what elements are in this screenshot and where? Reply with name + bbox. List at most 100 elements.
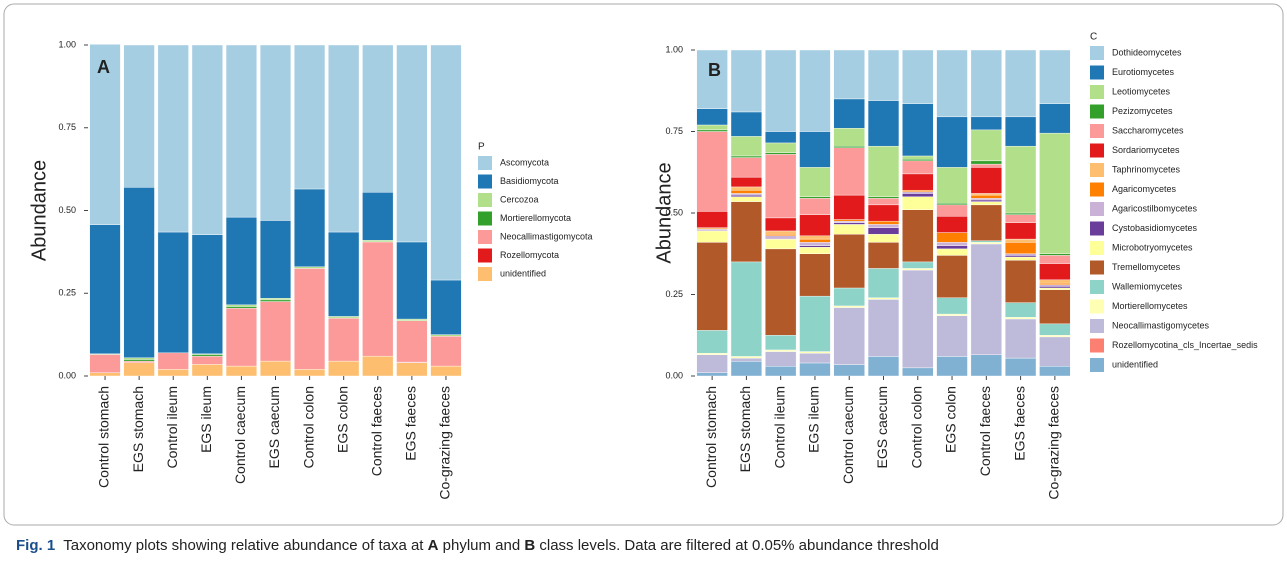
bar-segment — [123, 357, 155, 360]
bar-segment — [799, 352, 831, 364]
bar-segment — [867, 356, 900, 377]
legend-label: Pezizomycetes — [1112, 106, 1173, 116]
caption-text: phylum and — [438, 537, 525, 554]
bar-segment — [902, 191, 934, 194]
bar-segment — [1039, 336, 1071, 367]
y-tick-label: 0.75 — [58, 122, 76, 132]
legend-label: Mortierellomycota — [500, 213, 571, 223]
legend-swatch — [478, 211, 492, 226]
bar-segment — [799, 198, 831, 215]
legend-swatch — [1090, 85, 1104, 99]
bar-segment — [1039, 279, 1071, 284]
bar-segment — [970, 167, 1002, 194]
bar-segment — [259, 298, 292, 301]
bar-segment — [696, 242, 728, 331]
legend-label: Rozellomycota — [500, 250, 559, 260]
legend-swatch — [1090, 260, 1104, 275]
bar-segment — [833, 307, 865, 365]
bar-segment — [1039, 366, 1071, 377]
bar-segment — [936, 167, 968, 204]
legend-title: C — [1090, 32, 1097, 43]
bar-segment — [696, 129, 728, 132]
legend-swatch — [1090, 202, 1104, 216]
x-tick-label: EGS faeces — [1011, 386, 1027, 461]
bar-segment — [799, 245, 831, 248]
legend-swatch — [478, 267, 492, 281]
bar-segment — [833, 49, 865, 100]
bar-segment — [259, 299, 292, 302]
y-tick-label: 0.25 — [665, 289, 683, 299]
bar-segment — [765, 142, 797, 153]
y-axis-label: Abundance — [28, 160, 50, 261]
bar-segment — [191, 234, 223, 355]
bar-segment — [902, 173, 934, 191]
bar-segment — [328, 231, 360, 317]
bar-segment — [89, 372, 121, 377]
bar-segment — [696, 108, 728, 126]
legend-swatch — [478, 248, 492, 263]
bar-segment — [730, 357, 763, 362]
bar-segment — [936, 297, 968, 315]
bar-segment — [970, 242, 1002, 245]
x-tick-label: Control colon — [300, 386, 316, 469]
x-tick-label: EGS stomach — [130, 386, 146, 472]
bar-segment — [867, 268, 900, 298]
legend-swatch — [478, 230, 492, 244]
bar-segment — [970, 240, 1002, 243]
y-tick-label: 1.00 — [58, 39, 76, 49]
bar-segment — [1039, 289, 1071, 325]
bar-segment — [902, 155, 934, 160]
bar-segment — [867, 224, 900, 228]
bar-segment — [970, 204, 1002, 241]
bar-segment — [936, 204, 968, 217]
x-tick-label: Co-grazing faeces — [437, 386, 453, 500]
bar-segment — [225, 365, 257, 377]
legend-swatch — [478, 156, 492, 170]
bar-segment — [799, 49, 831, 132]
bar-segment — [328, 316, 360, 319]
x-tick-label: EGS ileum — [806, 386, 822, 453]
legend-swatch — [1090, 358, 1104, 372]
bar-segment — [936, 248, 968, 256]
bar-segment — [730, 155, 763, 158]
bar-segment — [328, 44, 360, 233]
bar-segment — [867, 145, 900, 197]
bar-segment — [970, 163, 1002, 168]
bar-segment — [1039, 49, 1071, 104]
legend-swatch — [1090, 319, 1104, 333]
bar-segment — [765, 366, 797, 377]
legend-label: Dothideomycetes — [1112, 47, 1182, 57]
bar-segment — [970, 116, 1002, 131]
x-tick-label: EGS faeces — [403, 386, 419, 461]
bar-segment — [765, 248, 797, 336]
y-tick-label: 0.00 — [58, 370, 76, 380]
bar-segment — [730, 194, 763, 197]
legend-swatch — [1090, 299, 1104, 314]
bar-segment — [396, 241, 428, 320]
bar-segment — [1039, 286, 1071, 289]
legend-label: Wallemiomycetes — [1112, 281, 1183, 291]
bar-segment — [833, 98, 865, 129]
bar-segment — [696, 124, 728, 131]
bar-segment — [696, 131, 728, 212]
bar-segment — [294, 266, 326, 269]
y-tick-label: 1.00 — [665, 44, 683, 54]
bar-segment — [936, 116, 968, 168]
legend-swatch — [1090, 182, 1104, 197]
legend-swatch — [1090, 163, 1104, 177]
legend-swatch — [1090, 338, 1104, 353]
bar-segment — [294, 268, 326, 370]
bar-segment — [799, 214, 831, 237]
bar-segment — [294, 188, 326, 267]
bar-segment — [157, 44, 189, 233]
x-tick-label: Control caecum — [840, 386, 856, 484]
bar-segment — [225, 216, 257, 306]
legend-swatch — [1090, 143, 1104, 158]
bar-segment — [191, 355, 223, 365]
bar-segment — [867, 100, 900, 147]
bar-segment — [936, 216, 968, 233]
x-tick-label: EGS stomach — [737, 386, 753, 472]
legend-label: Cystobasidiomycetes — [1112, 223, 1198, 233]
bar-segment — [936, 245, 968, 250]
bar-segment — [1004, 302, 1037, 318]
